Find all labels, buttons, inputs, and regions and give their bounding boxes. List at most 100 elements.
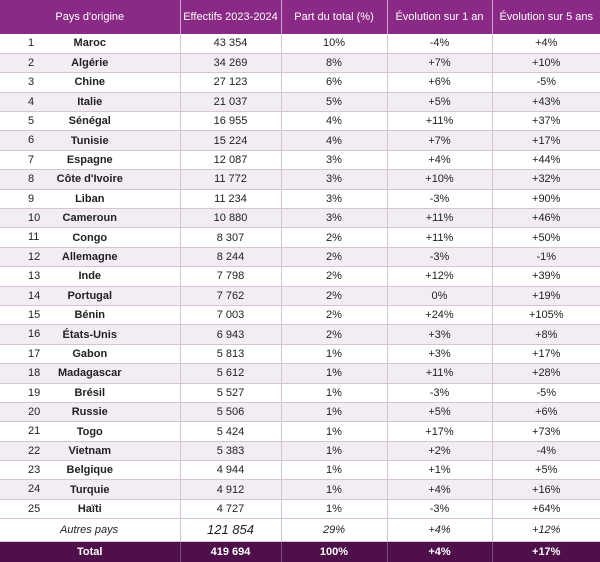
evolution-5-years-cell: +28% — [492, 363, 600, 384]
table-row: 15 Bénin 7 003 2% +24% +105% — [0, 305, 600, 326]
table-row: 24 Turquie 4 912 1% +4% +16% — [0, 479, 600, 500]
table-row: 25 Haïti 4 727 1% -3% +64% — [0, 499, 600, 520]
rank-cell: 11 — [28, 231, 40, 244]
evolution-5-years-cell: +73% — [492, 421, 600, 442]
share-cell: 3% — [281, 189, 388, 210]
country-name: Algérie — [71, 57, 109, 70]
rank-cell: 16 — [28, 328, 41, 341]
total-label: Total — [0, 541, 181, 562]
country-column-cell: 20 Russie — [0, 402, 181, 423]
evolution-5-years-cell: +44% — [492, 150, 600, 171]
rank-cell: 22 — [28, 444, 41, 457]
rank-cell: 5 — [28, 115, 35, 128]
country-name: Allemagne — [61, 250, 118, 263]
country-name: Belgique — [66, 464, 113, 477]
rank-cell: 15 — [28, 308, 41, 321]
evolution-5-years-cell: +37% — [492, 111, 600, 132]
country-column-cell: 16 États-Unis — [0, 324, 181, 345]
count-cell: 5 424 — [180, 421, 282, 442]
country-column-cell: 4 Italie — [0, 92, 181, 113]
country-name: Brésil — [74, 386, 106, 399]
country-column-cell: 7 Espagne — [0, 150, 181, 171]
count-cell: 4 727 — [180, 499, 282, 520]
country-name: Cameroun — [62, 212, 117, 225]
header-evolution-5-years: Évolution sur 5 ans — [492, 0, 600, 34]
country-column-cell: 3 Chine — [0, 72, 181, 93]
evolution-1-year-cell: -3% — [387, 383, 493, 403]
share-cell: 1% — [281, 460, 388, 481]
rank-cell: 6 — [28, 134, 35, 147]
rank-cell: 17 — [28, 347, 41, 360]
share-cell: 2% — [281, 305, 388, 326]
evolution-5-years-cell: +4% — [492, 34, 600, 54]
evolution-1-year-cell: -3% — [387, 189, 493, 210]
evolution-5-years-cell: +46% — [492, 208, 600, 229]
table-row: 9 Liban 11 234 3% -3% +90% — [0, 189, 600, 210]
country-name: Chine — [74, 76, 106, 89]
rank-cell: 1 — [28, 37, 35, 49]
evolution-1-year-cell: +5% — [387, 92, 493, 113]
country-name: Vietnam — [68, 444, 112, 457]
evolution-5-years-cell: +17% — [492, 130, 600, 151]
table-row: 12 Allemagne 8 244 2% -3% -1% — [0, 247, 600, 268]
share-cell: 6% — [281, 72, 388, 93]
country-column-cell: 8 Côte d'Ivoire — [0, 169, 181, 190]
share-cell: 2% — [281, 227, 388, 248]
country-column-cell: 15 Bénin — [0, 305, 181, 326]
rank-cell: 18 — [28, 367, 41, 380]
share-cell: 3% — [281, 208, 388, 229]
table-row: 3 Chine 27 123 6% +6% -5% — [0, 72, 600, 93]
country-column-cell: 23 Belgique — [0, 460, 181, 481]
evolution-5-years-cell: -5% — [492, 72, 600, 93]
count-cell: 5 612 — [180, 363, 282, 384]
country-column-cell: 14 Portugal — [0, 286, 181, 306]
country-name: Portugal — [67, 289, 113, 302]
table-header: Pays d'origine Effectifs 2023-2024 Part … — [0, 0, 600, 34]
share-cell: 2% — [281, 324, 388, 345]
other-count: 121 854 — [180, 518, 282, 543]
country-name: Russie — [71, 406, 108, 419]
share-cell: 2% — [281, 286, 388, 306]
country-name: Bénin — [74, 309, 106, 322]
count-cell: 5 527 — [180, 383, 282, 403]
share-cell: 1% — [281, 421, 388, 442]
share-cell: 1% — [281, 441, 388, 462]
country-name: Sénégal — [68, 115, 111, 128]
country-column-cell: 2 Algérie — [0, 53, 181, 74]
count-cell: 12 087 — [180, 150, 282, 171]
evolution-1-year-cell: +10% — [387, 169, 493, 190]
evolution-1-year-cell: +5% — [387, 402, 493, 423]
evolution-1-year-cell: +11% — [387, 363, 493, 384]
count-cell: 7 003 — [180, 305, 282, 326]
evolution-1-year-cell: -4% — [387, 34, 493, 54]
table-row: 13 Inde 7 798 2% +12% +39% — [0, 266, 600, 287]
rank-cell: 9 — [28, 192, 35, 205]
table-row: 6 Tunisie 15 224 4% +7% +17% — [0, 130, 600, 151]
share-cell: 1% — [281, 344, 388, 365]
country-name: Congo — [72, 231, 108, 244]
share-cell: 2% — [281, 266, 388, 287]
table-row: 19 Brésil 5 527 1% -3% -5% — [0, 383, 600, 403]
other-evolution-5-years: +12% — [492, 518, 600, 543]
country-name: États-Unis — [62, 328, 117, 341]
country-column-cell: 6 Tunisie — [0, 130, 181, 151]
rank-cell: 21 — [28, 425, 41, 438]
rank-cell: 3 — [28, 76, 35, 89]
evolution-5-years-cell: +5% — [492, 460, 600, 481]
share-cell: 1% — [281, 363, 388, 384]
evolution-5-years-cell: +39% — [492, 266, 600, 287]
other-evolution-1-year: +4% — [387, 518, 493, 543]
evolution-5-years-cell: +19% — [492, 286, 600, 306]
count-cell: 16 955 — [180, 111, 282, 132]
country-name: Liban — [75, 192, 105, 205]
header-count: Effectifs 2023-2024 — [180, 0, 282, 34]
share-cell: 8% — [281, 53, 388, 74]
country-name: Haïti — [77, 503, 102, 516]
evolution-5-years-cell: +64% — [492, 499, 600, 520]
header-evolution-1-year: Évolution sur 1 an — [387, 0, 493, 34]
share-cell: 3% — [281, 150, 388, 171]
table-row: 18 Madagascar 5 612 1% +11% +28% — [0, 363, 600, 384]
table-row: 1 Maroc 43 354 10% -4% +4% — [0, 34, 600, 54]
